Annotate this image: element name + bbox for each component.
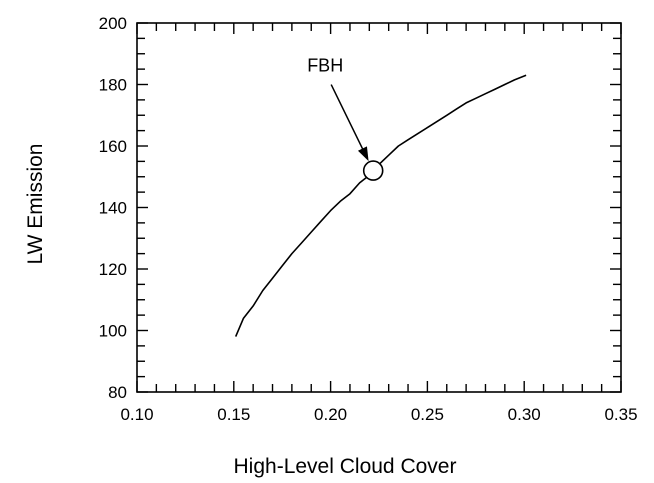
annotation-arrow	[330, 84, 366, 155]
plot-frame	[136, 22, 622, 393]
x-tick-label: 0.30	[508, 405, 541, 424]
x-tick-label: 0.15	[217, 405, 250, 424]
axis-ticks: 0.10 0.15 0.20 0.25 0.30 0.35 80 100 120 140 160 18…	[99, 14, 638, 424]
y-tick-label: 120	[99, 260, 127, 279]
y-tick-label: 160	[99, 137, 127, 156]
y-tick-label: 180	[99, 76, 127, 95]
annotation-layer: FBH	[307, 56, 384, 181]
plot-axes	[136, 22, 622, 393]
annotation-label: FBH	[307, 56, 343, 76]
series-line	[234, 74, 527, 337]
x-axis-title: High-Level Cloud Cover	[234, 455, 457, 478]
x-tick-label: 0.10	[120, 405, 153, 424]
y-axis-title: LW Emission	[24, 144, 47, 265]
x-tick-label: 0.20	[314, 405, 347, 424]
data-series	[234, 74, 527, 337]
x-tick-label: 0.25	[411, 405, 444, 424]
fbh-marker	[362, 160, 384, 181]
y-tick-label: 140	[99, 199, 127, 218]
y-tick-label: 100	[99, 322, 127, 341]
y-tick-label: 200	[99, 14, 127, 33]
x-tick-label: 0.35	[604, 405, 637, 424]
y-tick-label: 80	[108, 383, 127, 402]
arrow-head	[357, 146, 369, 162]
